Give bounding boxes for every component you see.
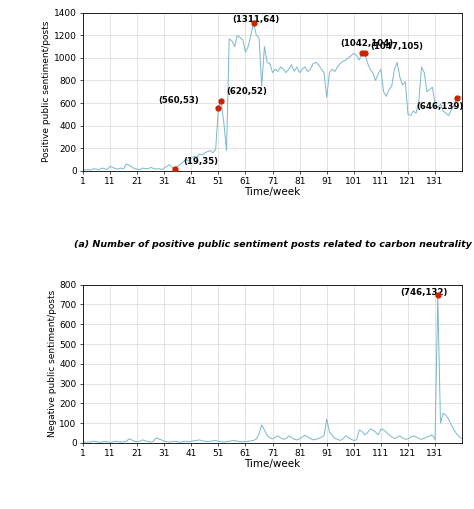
Text: (19,35): (19,35) — [183, 157, 218, 166]
Text: (1042,104): (1042,104) — [340, 39, 393, 48]
Text: (746,132): (746,132) — [400, 288, 447, 297]
Text: (a) Number of positive public sentiment posts related to carbon neutrality: (a) Number of positive public sentiment … — [73, 240, 472, 249]
Text: (646,139): (646,139) — [416, 102, 464, 111]
X-axis label: Time/week: Time/week — [245, 187, 301, 197]
X-axis label: Time/week: Time/week — [245, 460, 301, 469]
Y-axis label: Positive public sentiment/posts: Positive public sentiment/posts — [42, 21, 51, 162]
Y-axis label: Negative public sentiment/posts: Negative public sentiment/posts — [48, 290, 57, 437]
Text: (560,53): (560,53) — [159, 96, 200, 105]
Text: (620,52): (620,52) — [227, 87, 267, 96]
Text: (1311,64): (1311,64) — [232, 15, 279, 24]
Text: (1047,105): (1047,105) — [370, 42, 423, 51]
